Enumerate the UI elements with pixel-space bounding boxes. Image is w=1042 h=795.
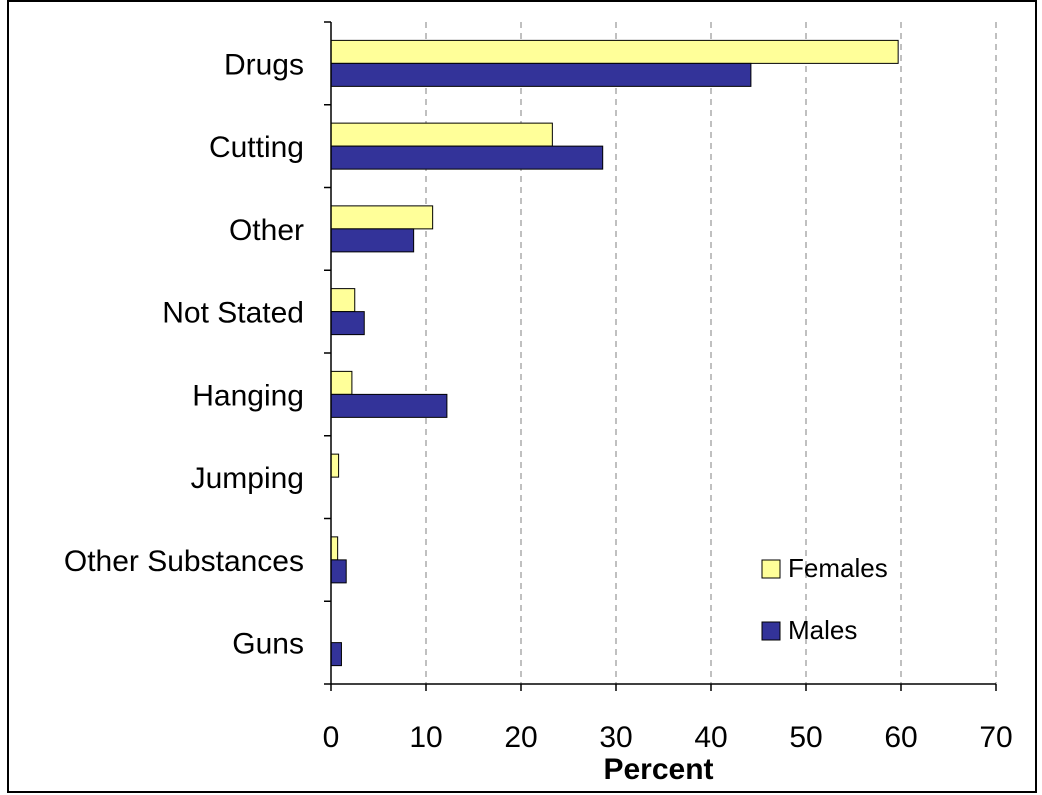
axes [324, 21, 997, 691]
bar-females-other [330, 205, 434, 230]
category-labels: Drugs Cutting Other Not Stated Hanging Jumpin… [64, 48, 304, 660]
category-label: Hanging [192, 379, 304, 412]
legend-label-females: Females [788, 553, 888, 583]
x-tick-label: 50 [789, 721, 822, 754]
bar-females-other-substances [330, 536, 339, 561]
legend: Females Males [761, 553, 888, 645]
bar-females-not-stated [330, 288, 356, 313]
bar-females-hanging [330, 370, 353, 395]
bar-females-cutting [330, 122, 553, 147]
x-tick-labels: 0 10 20 30 40 50 60 70 [323, 721, 1013, 754]
bar-males-not-stated [330, 311, 365, 336]
x-tick-label: 10 [409, 721, 442, 754]
category-label: Not Stated [162, 297, 304, 330]
bar-males-drugs [330, 62, 752, 87]
category-label: Other [229, 214, 304, 247]
chart-frame: Drugs Cutting Other Not Stated Hanging Jumpin… [7, 0, 1037, 793]
x-tick-label: 40 [694, 721, 727, 754]
gridlines [425, 22, 997, 684]
x-axis-title: Percent [603, 753, 713, 786]
x-tick-label: 0 [323, 721, 340, 754]
bar-females-drugs [330, 39, 899, 64]
category-label: Drugs [224, 48, 304, 81]
category-label: Guns [232, 628, 304, 661]
legend-swatch-males [761, 621, 781, 641]
x-tick-label: 30 [599, 721, 632, 754]
bar-males-guns [330, 642, 342, 667]
x-tick-label: 70 [979, 721, 1012, 754]
legend-label-males: Males [788, 615, 857, 645]
x-tick-label: 60 [884, 721, 917, 754]
bars [330, 39, 899, 667]
category-label: Other Substances [64, 545, 304, 578]
bar-females-jumping [330, 453, 340, 478]
bar-males-other-substances [330, 559, 347, 584]
x-tick-label: 20 [504, 721, 537, 754]
bar-males-cutting [330, 145, 604, 170]
category-label: Cutting [209, 131, 304, 164]
category-label: Jumping [191, 462, 304, 495]
bar-chart: Drugs Cutting Other Not Stated Hanging Jumpin… [64, 21, 1013, 786]
legend-swatch-females [761, 559, 781, 579]
bar-males-other [330, 228, 415, 253]
bar-males-hanging [330, 393, 448, 418]
